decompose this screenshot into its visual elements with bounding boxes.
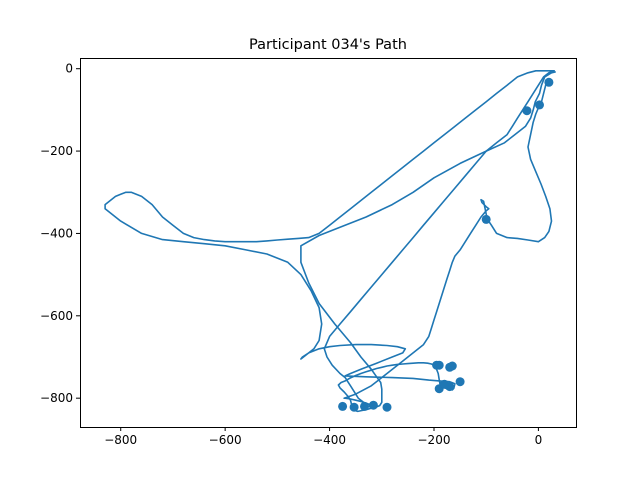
y-axis: 0 −200 −400 −600 −800	[40, 62, 80, 405]
waypoint-marker	[445, 362, 455, 372]
y-tick-label: −600	[40, 309, 73, 323]
path-segment-5	[343, 198, 490, 400]
waypoint-marker	[439, 379, 449, 389]
chart-title: Participant 034's Path	[249, 37, 407, 53]
axes-frame	[80, 58, 577, 428]
y-tick-label: 0	[65, 62, 73, 76]
x-tick-label: −400	[313, 433, 346, 447]
waypoint-marker	[382, 402, 392, 412]
y-tick-label: −800	[40, 391, 73, 405]
path-segment-6	[486, 82, 553, 243]
x-tick-label: −200	[418, 433, 451, 447]
waypoint-marker	[455, 377, 465, 387]
y-tick-label: −200	[40, 144, 73, 158]
waypoint-marker	[481, 214, 491, 224]
waypoint-marker	[360, 401, 369, 411]
waypoint-marker	[535, 100, 544, 110]
waypoint-marker	[338, 401, 348, 411]
waypoint-marker	[368, 400, 378, 410]
waypoint-marker	[349, 402, 359, 412]
x-tick-label: −800	[104, 433, 137, 447]
waypoint-markers	[338, 77, 554, 412]
waypoint-marker	[432, 360, 442, 370]
path-segment-3	[104, 70, 555, 377]
y-tick-label: −400	[40, 226, 73, 240]
waypoint-marker	[522, 106, 532, 116]
x-tick-label: 0	[535, 433, 543, 447]
plot-area	[80, 58, 577, 428]
x-tick-label: −600	[209, 433, 242, 447]
waypoint-marker	[544, 77, 554, 87]
x-axis: −800 −600 −400 −200 0	[104, 427, 542, 447]
